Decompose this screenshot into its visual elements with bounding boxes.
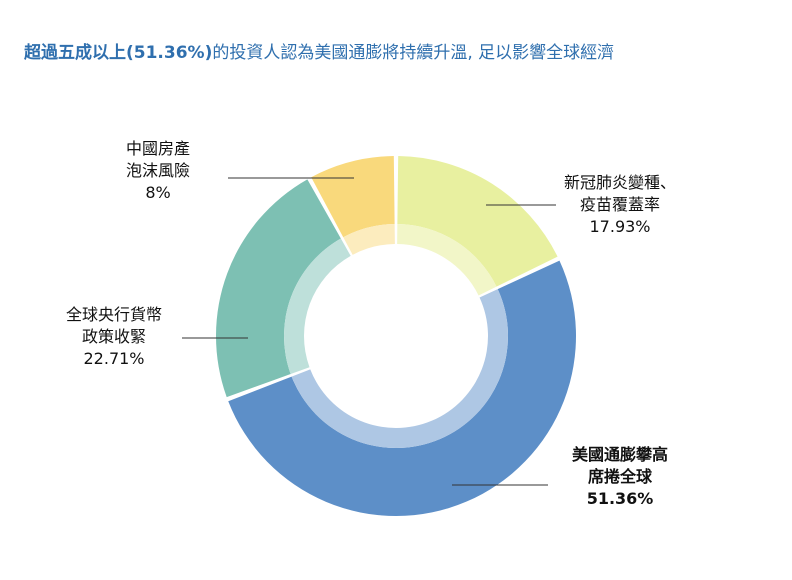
slice-us-inflation-inner (291, 289, 509, 449)
slice-central-bank-label-line: 政策收緊 (82, 327, 147, 346)
chart-title-rest: 的投資人認為美國通膨將持續升溫, 足以影響全球經濟 (212, 43, 615, 63)
slice-covid-label-line: 新冠肺炎變種、 (564, 173, 677, 192)
slice-us-inflation-label: 美國通膨攀高 席捲全球 51.36% (572, 444, 668, 510)
slice-central-bank (216, 179, 351, 398)
slice-china-property-label-line: 中國房產 (126, 139, 191, 158)
slice-us-inflation (228, 260, 576, 517)
slice-china-property-label-line: 泡沫風險 (126, 161, 191, 180)
slice-us-inflation-outer (228, 260, 576, 517)
slice-us-inflation-label-line: 美國通膨攀高 (572, 445, 669, 464)
slice-central-bank-label: 全球央行貨幣 政策收緊 22.71% (66, 304, 162, 370)
slice-china-property (311, 156, 395, 255)
slice-central-bank-value-label: 22.71% (83, 349, 145, 368)
slice-covid-label: 新冠肺炎變種、 疫苗覆蓋率 17.93% (564, 172, 676, 238)
slice-covid-outer (397, 156, 558, 287)
slice-central-bank-label-line: 全球央行貨幣 (66, 305, 163, 324)
slice-covid (397, 156, 558, 296)
slice-china-property-outer (311, 156, 395, 238)
slice-china-property-value-label: 8% (145, 183, 171, 202)
slice-china-property-label: 中國房產泡沫風險 8% (126, 138, 190, 204)
chart-title-highlight: 超過五成以上(51.36%) (24, 43, 213, 63)
slice-us-inflation-label-line: 席捲全球 (588, 467, 653, 486)
slice-covid-inner (397, 224, 497, 296)
slice-covid-value-label: 17.93% (589, 217, 651, 236)
slice-covid-label-line: 疫苗覆蓋率 (580, 195, 661, 214)
slice-us-inflation-value-label: 51.36% (586, 489, 654, 508)
chart-title: 超過五成以上(51.36%)的投資人認為美國通膨將持續升溫, 足以影響全球經濟 (24, 38, 614, 63)
slice-china-property-inner (343, 224, 395, 255)
slice-central-bank-inner (284, 238, 351, 375)
slice-central-bank-outer (216, 179, 341, 398)
